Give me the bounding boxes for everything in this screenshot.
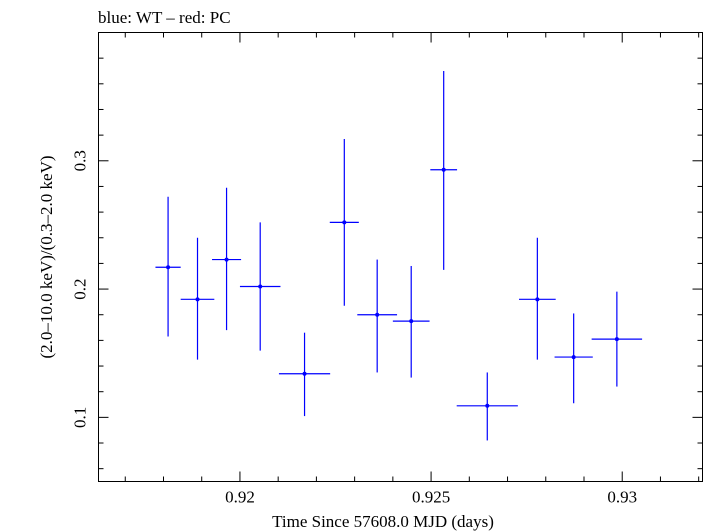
data-point bbox=[456, 372, 518, 441]
chart-title: blue: WT – red: PC bbox=[98, 8, 231, 27]
x-axis-title: Time Since 57608.0 MJD (days) bbox=[272, 512, 494, 531]
data-point bbox=[430, 70, 458, 270]
data-marker bbox=[485, 403, 490, 408]
y-tick-label: 0.1 bbox=[71, 407, 90, 428]
y-tick-label: 0.2 bbox=[71, 278, 90, 299]
data-point bbox=[180, 237, 215, 360]
x-axis: 0.92 0.925 0.93 bbox=[124, 32, 700, 507]
data-point bbox=[212, 187, 242, 331]
plot-frame bbox=[98, 32, 703, 482]
data-point bbox=[519, 237, 556, 360]
data-marker bbox=[441, 167, 446, 172]
y-axis-title: (2.0–10.0 keV)/(0.3–2.0 keV) bbox=[37, 155, 56, 358]
data-marker bbox=[342, 220, 347, 225]
data-point bbox=[278, 332, 331, 417]
x-tick-label: 0.92 bbox=[225, 488, 255, 507]
x-tick-label: 0.93 bbox=[607, 488, 637, 507]
data-marker bbox=[166, 265, 171, 270]
data-point bbox=[329, 138, 359, 306]
data-point bbox=[239, 222, 281, 351]
data-marker bbox=[224, 257, 229, 262]
y-tick-label: 0.3 bbox=[71, 150, 90, 171]
data-point bbox=[155, 196, 181, 337]
data-marker bbox=[375, 312, 380, 317]
data-marker bbox=[195, 297, 200, 302]
data-point bbox=[554, 313, 593, 404]
data-point bbox=[392, 265, 430, 378]
data-series bbox=[155, 70, 643, 441]
data-marker bbox=[302, 371, 307, 376]
data-marker bbox=[409, 319, 414, 324]
x-tick-label: 0.925 bbox=[412, 488, 450, 507]
data-marker bbox=[258, 284, 263, 289]
data-point bbox=[591, 291, 643, 387]
y-axis: 0.1 0.2 0.3 bbox=[71, 32, 703, 470]
data-marker bbox=[571, 355, 576, 360]
data-point bbox=[357, 259, 398, 373]
data-marker bbox=[535, 297, 540, 302]
data-marker bbox=[614, 337, 619, 342]
